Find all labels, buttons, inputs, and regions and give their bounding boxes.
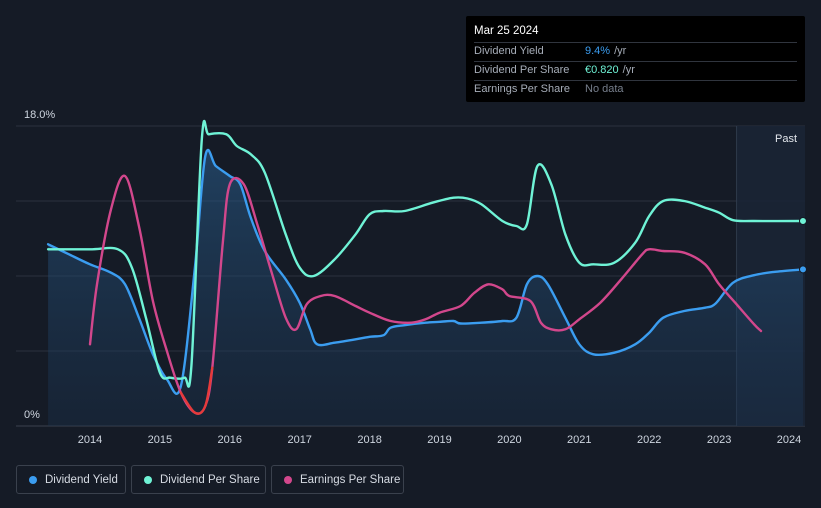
dividend-yield-area <box>48 149 804 426</box>
legend-item-earnings-per-share[interactable]: Earnings Per Share <box>271 465 404 494</box>
tooltip-unit: /yr <box>614 45 627 57</box>
legend-label: Dividend Per Share <box>160 473 260 486</box>
tooltip-unit: /yr <box>622 64 635 76</box>
legend-dot-icon <box>29 475 37 484</box>
legend-dot-icon <box>284 475 292 484</box>
tooltip-value: 9.4% <box>585 45 611 57</box>
x-tick-label: 2017 <box>287 434 311 446</box>
legend-item-dividend-per-share[interactable]: Dividend Per Share <box>131 465 266 494</box>
tooltip-row-dividend-yield: Dividend Yield 9.4% /yr <box>474 42 797 61</box>
x-tick-label: 2018 <box>357 434 381 446</box>
tooltip-row-dividend-per-share: Dividend Per Share €0.820 /yr <box>474 61 797 80</box>
x-tick-label: 2021 <box>567 434 591 446</box>
x-tick-label: 2022 <box>637 434 661 446</box>
legend-dot-icon <box>144 475 152 484</box>
series-lines <box>46 119 807 415</box>
x-tick-label: 2019 <box>427 434 451 446</box>
x-tick-label: 2024 <box>777 434 801 446</box>
area-fills <box>48 149 804 426</box>
dividend-per-share-end-point <box>798 217 807 225</box>
tooltip-label: Dividend Per Share <box>474 64 570 76</box>
tooltip-date: Mar 25 2024 <box>474 25 539 37</box>
past-label: Past <box>775 133 797 145</box>
y-tick-label: 0% <box>24 409 40 421</box>
tooltip-row-earnings-per-share: Earnings Per Share No data <box>474 80 797 99</box>
dividend-yield-end-point <box>798 265 807 274</box>
y-tick-label: 18.0% <box>24 109 55 121</box>
legend-label: Dividend Yield <box>45 473 118 486</box>
x-tick-label: 2020 <box>497 434 521 446</box>
legend-label: Earnings Per Share <box>300 473 401 486</box>
tooltip-label: Earnings Per Share <box>474 83 570 95</box>
dividend-yield-line <box>46 148 805 395</box>
x-tick-label: 2023 <box>707 434 731 446</box>
legend-item-dividend-yield[interactable]: Dividend Yield <box>16 465 126 494</box>
x-tick-label: 2016 <box>218 434 242 446</box>
earnings-per-share-dip-segment <box>179 366 214 415</box>
x-tick-label: 2014 <box>78 434 102 446</box>
tooltip-panel: Mar 25 2024 Dividend Yield 9.4% /yr Divi… <box>466 16 805 102</box>
tooltip-label: Dividend Yield <box>474 45 544 57</box>
x-tick-label: 2015 <box>148 434 172 446</box>
axis-labels: 18.0% 0% 2014 2015 2016 2017 2018 2019 2020 2021 2… <box>24 109 801 446</box>
tooltip-value: No data <box>585 83 624 95</box>
dividend-per-share-line <box>46 119 805 388</box>
tooltip-value: €0.820 <box>585 64 619 76</box>
